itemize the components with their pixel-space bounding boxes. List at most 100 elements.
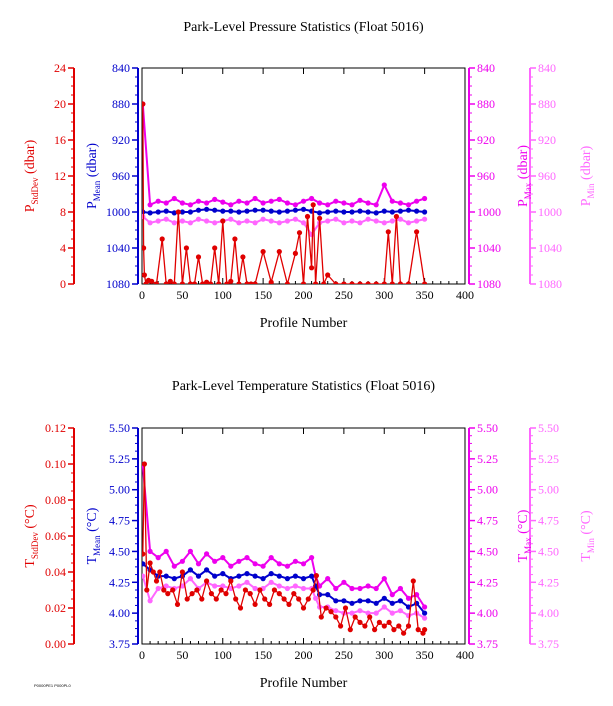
data-point-mean: [341, 209, 347, 215]
data-point-max: [309, 195, 315, 202]
min-tick-label: 1000: [538, 205, 562, 219]
data-point-max: [365, 583, 371, 589]
min-axis-label: PMin (dbar): [579, 145, 596, 206]
mean-tick-label: 4.50: [109, 544, 130, 558]
data-point-min: [300, 585, 307, 592]
data-point-stddev: [321, 281, 327, 284]
data-point-max: [357, 585, 363, 592]
data-point-mean: [389, 600, 395, 606]
data-point-stddev: [325, 272, 331, 278]
data-point-min: [147, 598, 153, 604]
data-point-stddev: [244, 281, 250, 284]
data-point-min: [341, 220, 347, 226]
data-point-stddev: [385, 229, 391, 235]
data-point-stddev: [252, 601, 258, 608]
data-point-stddev: [309, 265, 315, 271]
data-point-min: [373, 218, 379, 224]
data-point-stddev: [276, 249, 282, 255]
data-point-stddev: [310, 202, 316, 208]
data-point-stddev: [305, 596, 311, 602]
series-stddev: [142, 101, 428, 284]
data-point-max: [244, 200, 250, 206]
data-point-mean: [220, 571, 226, 577]
data-point-stddev: [142, 101, 146, 107]
x-tick-label: 200: [295, 648, 313, 662]
min-tick-label: 5.00: [538, 483, 559, 497]
chart-title: Park-Level Pressure Statistics (Float 50…: [183, 20, 424, 35]
data-point-stddev: [175, 209, 181, 215]
data-point-stddev: [170, 587, 176, 593]
data-point-stddev: [333, 614, 339, 620]
x-axis-label: Profile Number: [260, 316, 348, 331]
data-point-stddev: [271, 587, 277, 593]
data-point-min: [373, 610, 379, 616]
data-point-stddev: [212, 245, 218, 251]
data-point-stddev: [153, 281, 160, 284]
plot-frame: [141, 67, 466, 285]
min-tick-label: 4.00: [538, 606, 559, 620]
data-point-stddev: [208, 591, 214, 597]
data-point-stddev: [147, 560, 153, 566]
data-point-mean: [212, 207, 218, 213]
stddev-tick-label: 24: [54, 61, 66, 75]
data-point-mean: [276, 573, 282, 579]
data-point-max: [397, 200, 403, 206]
data-point-mean: [309, 573, 315, 579]
x-tick-label: 50: [176, 648, 188, 662]
x-axis-label: Profile Number: [260, 676, 348, 691]
series-stddev: [142, 461, 428, 636]
series-mean: [142, 561, 428, 616]
data-point-stddev: [262, 596, 268, 602]
data-point-mean: [373, 210, 379, 216]
data-point-stddev: [159, 236, 165, 242]
data-point-stddev: [153, 578, 160, 584]
data-point-mean: [365, 598, 371, 604]
data-point-max: [171, 563, 177, 569]
data-point-stddev: [237, 605, 244, 611]
data-point-min: [414, 218, 420, 224]
data-point-stddev: [296, 230, 303, 236]
data-point-stddev: [323, 605, 329, 611]
data-point-max: [204, 551, 210, 557]
data-point-stddev: [328, 609, 334, 615]
data-point-max: [422, 195, 428, 202]
data-point-max: [228, 563, 234, 569]
data-point-max: [187, 202, 193, 208]
data-point-mean: [268, 571, 274, 577]
data-point-max: [252, 561, 258, 567]
data-point-min: [179, 218, 185, 224]
mean-tick-label: 4.25: [109, 575, 130, 589]
data-point-min: [187, 220, 193, 226]
data-point-max: [333, 585, 339, 592]
data-point-stddev: [189, 591, 195, 597]
data-point-max: [325, 202, 331, 208]
min-tick-label: 5.25: [538, 452, 559, 466]
series-min: [142, 213, 428, 238]
data-point-min: [268, 218, 274, 224]
data-point-stddev: [286, 601, 292, 608]
min-tick-label: 840: [538, 61, 556, 75]
data-point-stddev: [142, 461, 147, 467]
min-tick-label: 1040: [538, 241, 562, 255]
data-point-min: [389, 218, 395, 224]
stddev-tick-label: 0: [60, 277, 66, 291]
data-point-min: [244, 579, 250, 585]
data-point-stddev: [381, 623, 387, 629]
data-point-mean: [268, 208, 274, 214]
data-point-max: [252, 195, 258, 202]
data-point-stddev: [167, 278, 173, 284]
data-point-min: [365, 610, 371, 616]
max-tick-label: 4.75: [477, 514, 498, 528]
data-point-mean: [300, 576, 307, 582]
data-point-mean: [244, 208, 250, 214]
data-point-min: [155, 585, 161, 592]
data-point-stddev: [165, 591, 171, 597]
data-point-min: [284, 585, 290, 592]
stddev-tick-label: 0.12: [45, 421, 66, 435]
data-point-stddev: [376, 619, 382, 626]
data-point-mean: [187, 209, 193, 215]
data-point-min: [292, 583, 298, 589]
data-point-stddev: [236, 281, 242, 284]
mean-tick-label: 960: [112, 169, 130, 183]
data-point-max: [405, 595, 412, 601]
